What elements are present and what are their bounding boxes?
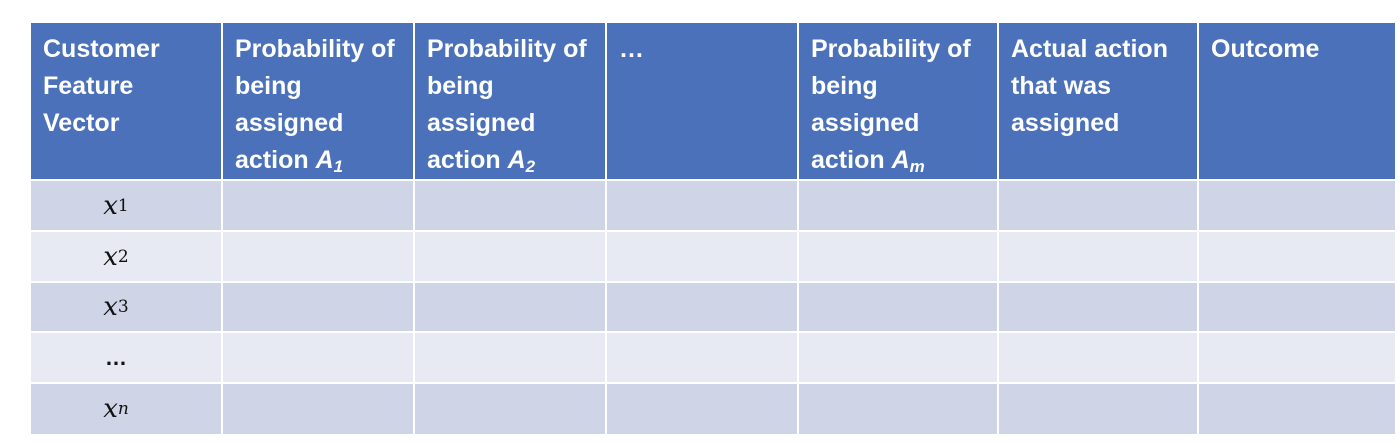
row-var: x bbox=[103, 292, 118, 322]
header-customer-feature-vector: Customer Feature Vector bbox=[31, 23, 221, 179]
table-cell bbox=[223, 283, 413, 331]
header-label: Probability of being assigned action bbox=[235, 35, 395, 174]
row-label-ellipsis: … bbox=[31, 333, 221, 382]
table-cell bbox=[223, 181, 413, 230]
table-cell bbox=[999, 333, 1197, 382]
table-cell bbox=[1199, 232, 1395, 281]
header-label: Outcome bbox=[1211, 35, 1320, 63]
table-cell bbox=[1199, 283, 1395, 331]
header-label: Actual action that was assigned bbox=[1011, 35, 1168, 137]
table-cell bbox=[799, 283, 997, 331]
data-table: Customer Feature Vector Probability of b… bbox=[31, 23, 1395, 434]
table-cell bbox=[223, 333, 413, 382]
header-outcome: Outcome bbox=[1199, 23, 1395, 179]
table-cell bbox=[799, 232, 997, 281]
action-symbol: A bbox=[891, 146, 910, 174]
table-cell bbox=[415, 333, 605, 382]
action-subscript: m bbox=[909, 157, 925, 176]
table-cell bbox=[223, 384, 413, 434]
table-cell bbox=[607, 384, 797, 434]
table-cell bbox=[607, 181, 797, 230]
header-ellipsis: … bbox=[607, 23, 797, 179]
header-label: … bbox=[619, 35, 644, 63]
header-actual-action: Actual action that was assigned bbox=[999, 23, 1197, 179]
header-probability-action-1: Probability of being assigned action A1 bbox=[223, 23, 413, 179]
table-cell bbox=[1199, 384, 1395, 434]
header-label: Probability of being assigned action bbox=[811, 35, 971, 174]
header-label: Probability of being assigned action bbox=[427, 35, 587, 174]
header-probability-action-2: Probability of being assigned action A2 bbox=[415, 23, 605, 179]
table-cell bbox=[415, 232, 605, 281]
header-label: Customer Feature Vector bbox=[43, 35, 160, 137]
table-cell bbox=[607, 232, 797, 281]
row-var: x bbox=[103, 394, 118, 424]
action-symbol: A bbox=[315, 146, 334, 174]
table-cell bbox=[799, 384, 997, 434]
table-cell bbox=[999, 283, 1197, 331]
table-cell bbox=[607, 283, 797, 331]
table-cell bbox=[999, 181, 1197, 230]
table-cell bbox=[999, 384, 1197, 434]
table-cell bbox=[607, 333, 797, 382]
table-cell bbox=[415, 283, 605, 331]
table-cell bbox=[415, 181, 605, 230]
action-subscript: 2 bbox=[525, 157, 536, 176]
table-cell bbox=[1199, 181, 1395, 230]
row-var: x bbox=[103, 241, 118, 272]
table-cell bbox=[223, 232, 413, 281]
row-var: … bbox=[105, 344, 127, 370]
table-cell bbox=[999, 232, 1197, 281]
table-cell bbox=[799, 181, 997, 230]
header-probability-action-m: Probability of being assigned action Am bbox=[799, 23, 997, 179]
table-cell bbox=[799, 333, 997, 382]
action-symbol: A bbox=[507, 146, 526, 174]
row-var: x bbox=[103, 190, 118, 221]
table-cell bbox=[415, 384, 605, 434]
action-subscript: 1 bbox=[333, 157, 344, 176]
table-cell bbox=[1199, 333, 1395, 382]
